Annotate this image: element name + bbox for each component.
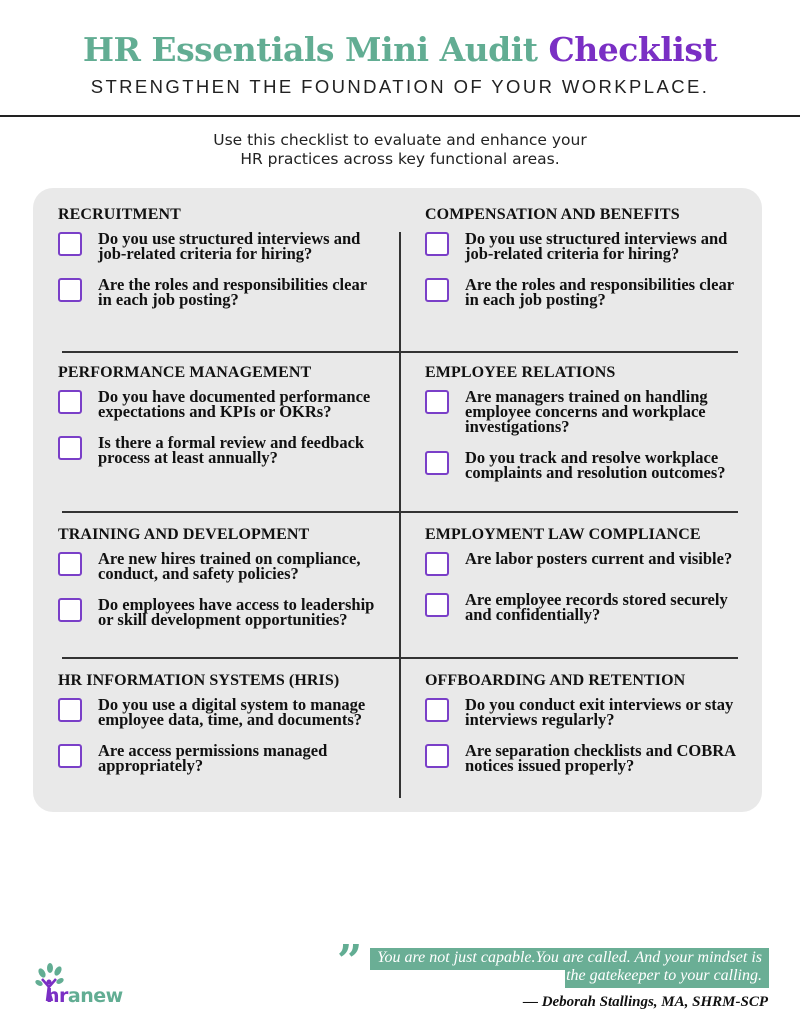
section-training-and-development: TRAINING AND DEVELOPMENT Are new hires tr… [58,526,378,643]
question-text: Are the roles and responsibilities clear… [98,275,367,309]
checkbox[interactable] [425,552,449,576]
checkbox[interactable] [425,451,449,475]
checklist-item: Are managers trained on handling employe… [425,387,745,436]
checklist-item: Do you track and resolve workplace compl… [425,448,745,482]
logo-anew: anew [67,985,123,1007]
section-hr-information-systems-hris: HR INFORMATION SYSTEMS (HRIS) Do you use … [58,672,378,789]
logo-hr: hr [46,985,68,1007]
tagline: STRENGTHEN THE FOUNDATION OF YOUR WORKPL… [90,76,710,97]
section-title: RECRUITMENT [58,206,181,223]
checkbox[interactable] [58,744,82,768]
section-recruitment: RECRUITMENT Do you use structured intervi… [58,206,378,323]
checkbox[interactable] [425,698,449,722]
question-text: Are access permissions managed appropria… [98,741,328,775]
section-title: EMPLOYMENT LAW COMPLIANCE [425,526,701,543]
section-offboarding-and-retention: OFFBOARDING AND RETENTION Do you conduct … [425,672,745,789]
checklist-item: Are separation checklists and COBRA noti… [425,741,745,775]
section-performance-management: PERFORMANCE MANAGEMENT Do you have docume… [58,364,378,481]
title-accent: Checklist [548,30,718,69]
question-text: Do you conduct exit interviews or stay i… [465,695,734,729]
section-title: PERFORMANCE MANAGEMENT [58,364,312,381]
intro-line: HR practices across key functional areas… [240,150,560,168]
title-main: HR Essentials Mini Audit [82,30,538,69]
quote-background [565,966,769,988]
quote-mark-icon: ” [337,936,363,987]
quote-text: You are not just capable.You are called.… [377,949,762,984]
checklist-item: Are access permissions managed appropria… [58,741,378,775]
section-employee-relations: EMPLOYEE RELATIONS Are managers trained o… [425,364,745,496]
checkbox[interactable] [58,232,82,256]
section-title: HR INFORMATION SYSTEMS (HRIS) [58,672,340,689]
checkbox[interactable] [425,744,449,768]
checklist-item: Are the roles and responsibilities clear… [425,275,745,309]
intro-line: Use this checklist to evaluate and enhan… [213,131,587,149]
header-divider [0,115,800,117]
question-text: Are the roles and responsibilities clear… [465,275,734,309]
question-text: Do you use a digital system to manage em… [98,695,366,729]
checklist-item: Is there a formal review and feedback pr… [58,433,378,467]
question-text: Do you use structured interviews and job… [98,229,361,263]
checklist-item: Do you conduct exit interviews or stay i… [425,695,745,729]
row-divider [62,657,738,659]
section-title: EMPLOYEE RELATIONS [425,364,616,381]
checklist-item: Are employee records stored securely and… [425,590,745,624]
checkbox[interactable] [58,598,82,622]
question-text: Do employees have access to leadership o… [98,595,375,629]
logo-wordmark: hranew [46,985,123,1007]
intro-text: Use this checklist to evaluate and enhan… [0,131,800,169]
section-title: TRAINING AND DEVELOPMENT [58,526,310,543]
checklist-item: Do you have documented performance expec… [58,387,378,421]
checklist-item: Are the roles and responsibilities clear… [58,275,378,309]
quote-background [370,948,769,970]
checkbox[interactable] [425,278,449,302]
question-text: Are employee records stored securely and… [465,590,728,624]
column-divider [399,232,401,798]
checkbox[interactable] [58,390,82,414]
question-text: Are new hires trained on compliance, con… [98,549,361,583]
checkbox[interactable] [58,552,82,576]
question-text: Are managers trained on handling employe… [465,387,708,436]
section-title: COMPENSATION AND BENEFITS [425,206,680,223]
checkbox[interactable] [425,390,449,414]
question-text: Are separation checklists and COBRA noti… [465,741,736,775]
checklist-item: Do employees have access to leadership o… [58,595,378,629]
checklist-item: Do you use structured interviews and job… [58,229,378,263]
section-title: OFFBOARDING AND RETENTION [425,672,686,689]
checkbox[interactable] [58,698,82,722]
checkbox[interactable] [58,278,82,302]
question-text: Is there a formal review and feedback pr… [98,433,365,467]
question-text: Are labor posters current and visible? [465,549,733,568]
checklist-item: Do you use structured interviews and job… [425,229,745,263]
section-employment-law-compliance: EMPLOYMENT LAW COMPLIANCE Are labor poste… [425,526,745,638]
row-divider [62,351,738,353]
quote-attribution: — Deborah Stallings, MA, SHRM-SCP [522,994,768,1010]
section-compensation-and-benefits: COMPENSATION AND BENEFITS Do you use stru… [425,206,745,323]
page-title: HR Essentials Mini Audit Checklist [0,30,800,69]
question-text: Do you track and resolve workplace compl… [465,448,726,482]
question-text: Do you have documented performance expec… [98,387,371,421]
checklist-panel [33,188,762,812]
checkbox[interactable] [425,593,449,617]
hranew-logo-icon [35,963,64,1002]
checklist-item: Do you use a digital system to manage em… [58,695,378,729]
checkbox[interactable] [425,232,449,256]
row-divider [62,511,738,513]
question-text: Do you use structured interviews and job… [465,229,728,263]
checklist-item: Are new hires trained on compliance, con… [58,549,378,583]
checklist-item: Are labor posters current and visible? [425,549,745,576]
checkbox[interactable] [58,436,82,460]
